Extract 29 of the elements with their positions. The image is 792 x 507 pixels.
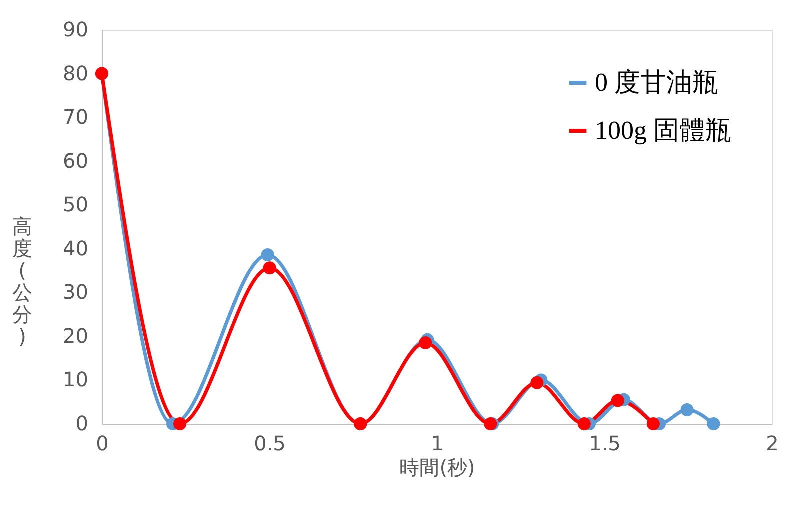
legend-label: 0 度甘油瓶: [595, 68, 718, 97]
x-tick-label: 1: [431, 432, 444, 456]
x-tick-label: 2: [766, 432, 779, 456]
x-tick-label: 0: [96, 432, 109, 456]
point: [707, 417, 720, 431]
y-axis-title: 高度(公分): [12, 214, 32, 348]
point: [263, 262, 276, 275]
point: [646, 417, 660, 431]
y-tick-label: 60: [63, 148, 88, 173]
x-tick-label: 1.5: [589, 432, 621, 456]
y-tick-label: 50: [63, 192, 88, 217]
y-tick-label: 40: [63, 236, 88, 260]
y-tick-label: 80: [63, 61, 88, 86]
y-tick-label: 10: [63, 368, 88, 392]
x-tick-label: 0.5: [254, 432, 286, 456]
point: [680, 403, 694, 416]
y-tick-label: 0: [76, 412, 88, 436]
legend-label: 100g 固體瓶: [595, 116, 732, 145]
point: [419, 336, 432, 350]
point: [261, 248, 274, 262]
point: [578, 417, 591, 431]
y-tick-label: 90: [63, 18, 88, 42]
point: [611, 394, 624, 408]
y-tick-label: 20: [63, 324, 88, 348]
y-tick-label: 30: [63, 280, 88, 304]
point: [174, 417, 187, 431]
y-tick-label: 70: [63, 105, 88, 130]
point: [530, 376, 544, 390]
x-axis-title: 時間(秒): [400, 456, 476, 480]
